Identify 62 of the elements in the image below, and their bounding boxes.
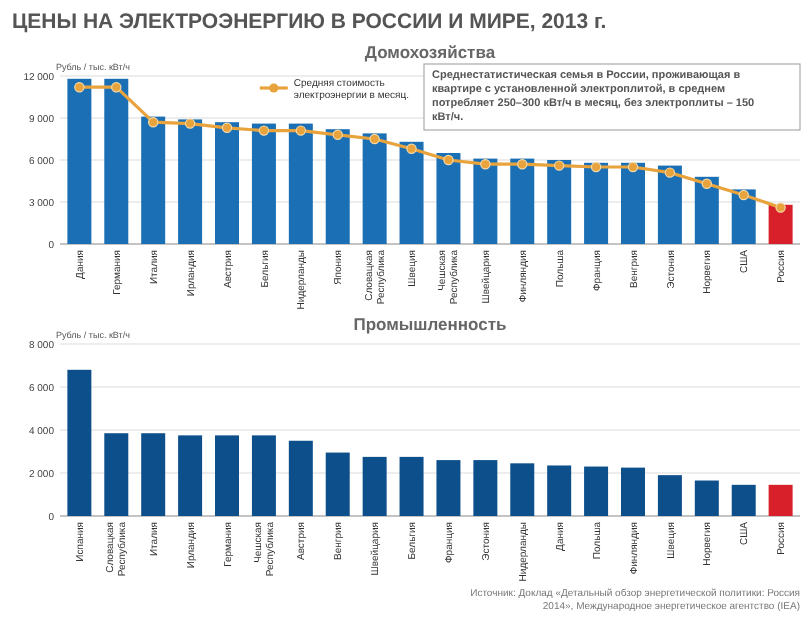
bar — [768, 204, 793, 244]
chart-title: ЦЕНЫ НА ЭЛЕКТРОЭНЕРГИЮ В РОССИИ И МИРЕ, 2013 г. — [12, 10, 607, 34]
point — [221, 122, 233, 133]
bar — [694, 480, 719, 516]
bar — [141, 116, 166, 244]
bar — [399, 456, 424, 516]
bar — [547, 160, 572, 244]
bar — [547, 465, 572, 516]
point — [147, 117, 159, 128]
bar — [473, 460, 498, 516]
bar — [510, 463, 535, 516]
bar — [584, 162, 609, 244]
point — [332, 129, 343, 140]
bar — [288, 440, 313, 516]
point — [738, 189, 749, 201]
bar — [768, 484, 793, 516]
point — [553, 160, 565, 171]
bar — [178, 119, 203, 244]
bar — [657, 165, 682, 244]
point — [480, 159, 491, 170]
bar — [67, 78, 92, 244]
bar — [215, 122, 239, 244]
point — [74, 82, 85, 93]
point — [775, 202, 786, 213]
point — [111, 82, 122, 93]
point — [184, 118, 196, 129]
chart-subtitle: Домохозяйства — [364, 42, 496, 62]
point — [258, 125, 270, 136]
bar — [325, 129, 350, 244]
point — [295, 125, 307, 136]
bar — [399, 141, 424, 244]
bar — [473, 158, 498, 244]
chart-title: Промышленность — [353, 314, 507, 334]
point — [443, 154, 454, 166]
bar — [325, 452, 350, 516]
bar — [104, 78, 129, 244]
bar — [251, 123, 276, 244]
bar — [104, 433, 129, 516]
bar — [657, 475, 682, 516]
point — [627, 161, 639, 173]
bar — [67, 369, 92, 516]
bar — [584, 466, 609, 516]
bar — [621, 467, 645, 516]
bar — [141, 433, 166, 516]
bar — [694, 176, 719, 244]
bar — [178, 435, 203, 516]
bar — [731, 484, 756, 516]
point — [590, 161, 602, 173]
bar — [621, 162, 645, 244]
bar — [510, 158, 535, 244]
bar — [362, 456, 387, 516]
bar — [288, 123, 313, 244]
bar — [251, 435, 276, 516]
bar — [362, 133, 387, 244]
point — [369, 133, 380, 145]
point — [701, 178, 713, 189]
point — [664, 167, 676, 178]
bar — [436, 460, 461, 516]
point — [406, 143, 417, 154]
point — [517, 159, 528, 170]
bar — [215, 435, 239, 516]
bar — [436, 153, 461, 244]
